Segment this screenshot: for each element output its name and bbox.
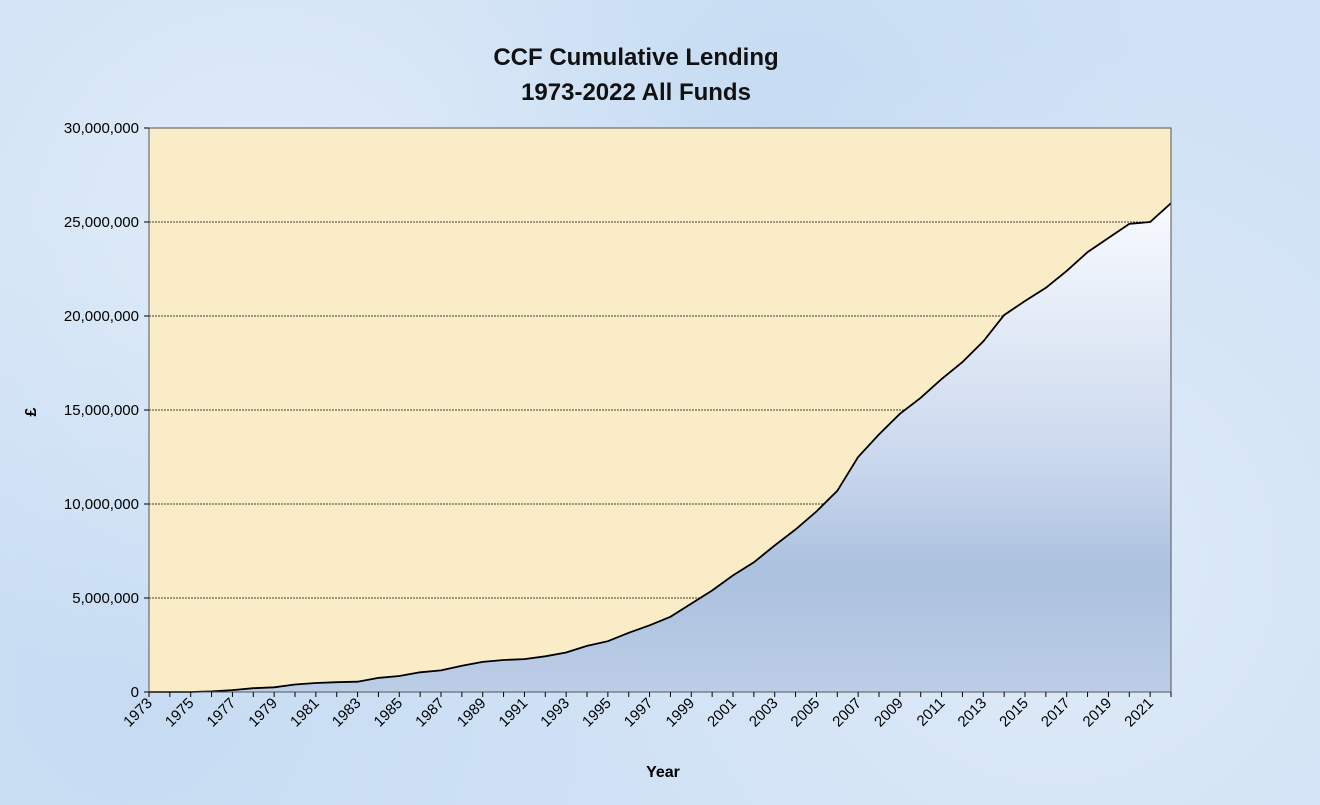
y-tick-label: 0: [131, 684, 139, 701]
y-tick-label: 30,000,000: [64, 120, 139, 137]
x-tick-label: 1977: [204, 695, 240, 731]
x-tick-label: 1975: [162, 695, 198, 731]
y-tick-label: 25,000,000: [64, 214, 139, 231]
x-tick-label: 1997: [621, 695, 657, 731]
y-tick-label: 15,000,000: [64, 402, 139, 419]
y-tick-label: 5,000,000: [72, 590, 139, 607]
x-tick-label: 2009: [871, 695, 907, 731]
x-tick-label: 2007: [829, 695, 865, 731]
y-axis: 0 5,000,000 10,000,000 15,000,000 20,000,000…: [64, 120, 149, 701]
y-tick-label: 20,000,000: [64, 308, 139, 325]
x-tick-label: 2019: [1080, 695, 1116, 731]
x-tick-label: 1995: [579, 695, 615, 731]
x-tick-label: 1999: [663, 695, 699, 731]
x-tick-label: 1973: [120, 695, 156, 731]
x-tick-label: 1991: [496, 695, 532, 731]
chart-title: CCF Cumulative Lending 1973-2022 All Fun…: [493, 44, 778, 106]
x-tick-label: 2001: [704, 695, 740, 731]
x-tick-label: 1985: [371, 695, 407, 731]
x-tick-label: 2003: [746, 695, 782, 731]
y-tick-label: 10,000,000: [64, 496, 139, 513]
x-tick-label: 1983: [329, 695, 365, 731]
x-tick-label: 2017: [1038, 695, 1074, 731]
x-axis-title: Year: [646, 764, 680, 781]
chart-title-line-2: 1973-2022 All Funds: [521, 79, 751, 106]
x-axis: 1973 1975 1977 1979 1981 1983 1985 1987 1989 1991…: [120, 692, 1172, 731]
x-tick-label: 2015: [996, 695, 1032, 731]
x-tick-label: 1993: [537, 695, 573, 731]
chart-title-line-1: CCF Cumulative Lending: [493, 44, 778, 71]
data-line: [149, 202, 1172, 693]
x-tick-label: 2011: [914, 695, 949, 730]
gridlines: [149, 221, 1171, 599]
x-tick-label: 1987: [412, 695, 448, 731]
x-tick-label: 1989: [454, 695, 490, 731]
x-tick-label: 1979: [245, 695, 281, 731]
x-tick-label: 2013: [955, 695, 991, 731]
y-axis-title: £: [23, 407, 40, 416]
x-tick-label: 2005: [788, 695, 824, 731]
x-tick-label: 1981: [287, 695, 323, 731]
x-tick-label: 2021: [1121, 695, 1157, 731]
data-area: [149, 203, 1171, 692]
